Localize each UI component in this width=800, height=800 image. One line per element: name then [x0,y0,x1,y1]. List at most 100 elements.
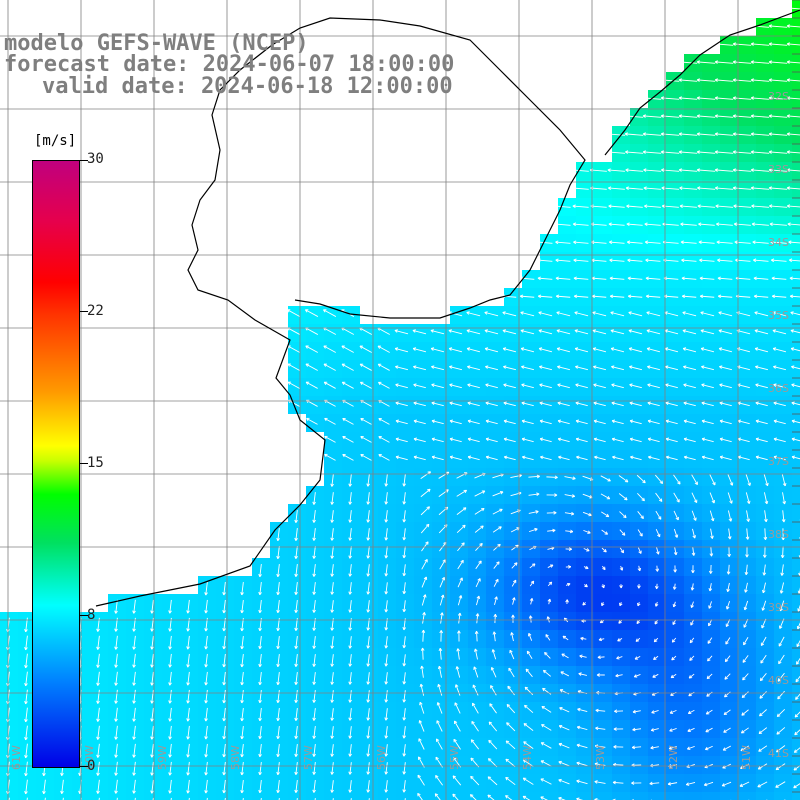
wind-arrow [132,599,136,614]
wind-arrow [565,547,572,551]
speed-cell [648,792,666,800]
wind-arrow [653,637,659,643]
speed-cell [288,792,306,800]
wind-arrow [714,150,734,154]
wind-arrow [540,760,552,767]
wind-arrow [629,419,642,425]
wind-arrow [771,294,787,299]
wind-arrow [114,653,118,668]
speed-cell [792,648,800,666]
lon-labels: 61W 60W 59W 58W 57W 56W 55W 54W 53W 52W 51W [10,745,753,770]
wind-arrow [669,709,677,714]
wind-arrow [330,564,334,577]
wind-arrow [366,474,370,487]
wind-arrow [511,614,515,623]
wind-arrow [673,565,677,573]
wind-arrow [467,455,480,461]
wind-arrow [366,492,370,505]
wind-arrow [24,761,28,777]
wind-arrow [576,725,588,731]
wind-arrow [761,618,767,629]
wind-arrow [276,780,280,794]
wind-arrow [449,437,462,443]
wind-arrow [709,546,714,557]
wind-arrow [768,60,788,64]
speed-cell [576,792,594,800]
wind-arrow [294,654,298,667]
wind-arrow [312,744,316,757]
wind-arrow [546,616,551,623]
wind-arrow [485,419,498,425]
wind-arrow [222,653,226,668]
wind-arrow [768,78,788,82]
wind-arrow [777,690,785,700]
wind-arrow [727,474,734,486]
wind-arrow [556,311,571,317]
wind-arrow [679,204,697,208]
wind-arrow [324,417,336,425]
wind-arrow [742,673,749,681]
speed-cell [558,792,576,800]
wind-arrow [655,583,659,590]
wind-arrow [502,347,517,353]
wind-arrow [521,437,534,443]
wind-arrow [204,761,208,776]
wind-arrow [539,365,552,371]
wind-arrow [789,294,800,299]
wind-arrow [660,96,680,100]
wind-arrow [681,276,697,281]
speed-cell [630,792,648,800]
wind-arrow [505,795,513,800]
wind-arrow [554,204,571,209]
wind-arrow [645,294,661,299]
wind-arrow [771,276,787,281]
wind-arrow [574,329,589,335]
wind-arrow [629,365,642,371]
wind-arrow [572,222,589,227]
wind-arrow [760,654,767,664]
speed-cell [666,792,684,800]
wind-arrow [698,240,715,245]
wind-arrow [576,761,588,767]
wind-arrow [791,383,800,388]
wind-arrow [294,582,298,595]
wind-arrow [402,492,407,505]
wind-arrow [557,401,570,407]
wind-arrow [366,654,370,667]
wind-arrow [626,222,643,227]
wind-arrow [593,383,606,389]
wind-arrow [330,726,334,739]
wind-arrow [794,729,800,736]
speed-cell [54,792,72,800]
wind-arrow [773,383,786,389]
wind-arrow [673,510,679,521]
wind-arrow [366,582,370,595]
wind-arrow [348,528,352,541]
wind-arrow [592,329,607,335]
wind-arrow [633,674,641,678]
wind-arrow [679,186,698,190]
wind-arrow [637,601,641,607]
wind-arrow [276,654,280,668]
wind-arrow [727,546,731,557]
lon-label: 61W [10,745,23,770]
wind-arrow [420,506,430,516]
wind-arrow [637,547,642,554]
wind-arrow [503,383,516,389]
wind-arrow [418,720,425,732]
wind-arrow [240,653,244,668]
wind-arrow [312,726,316,739]
wind-arrow [524,704,534,714]
wind-arrow [413,437,426,443]
wind-arrow [750,168,770,172]
wind-arrow [793,765,800,771]
wind-arrow [717,276,733,281]
wind-arrow [457,559,464,570]
wind-arrow [222,671,226,686]
wind-arrow [582,511,592,517]
wind-arrow [624,132,644,136]
wind-arrow [682,347,697,353]
wind-arrow [678,132,698,136]
wind-arrow [384,726,388,739]
